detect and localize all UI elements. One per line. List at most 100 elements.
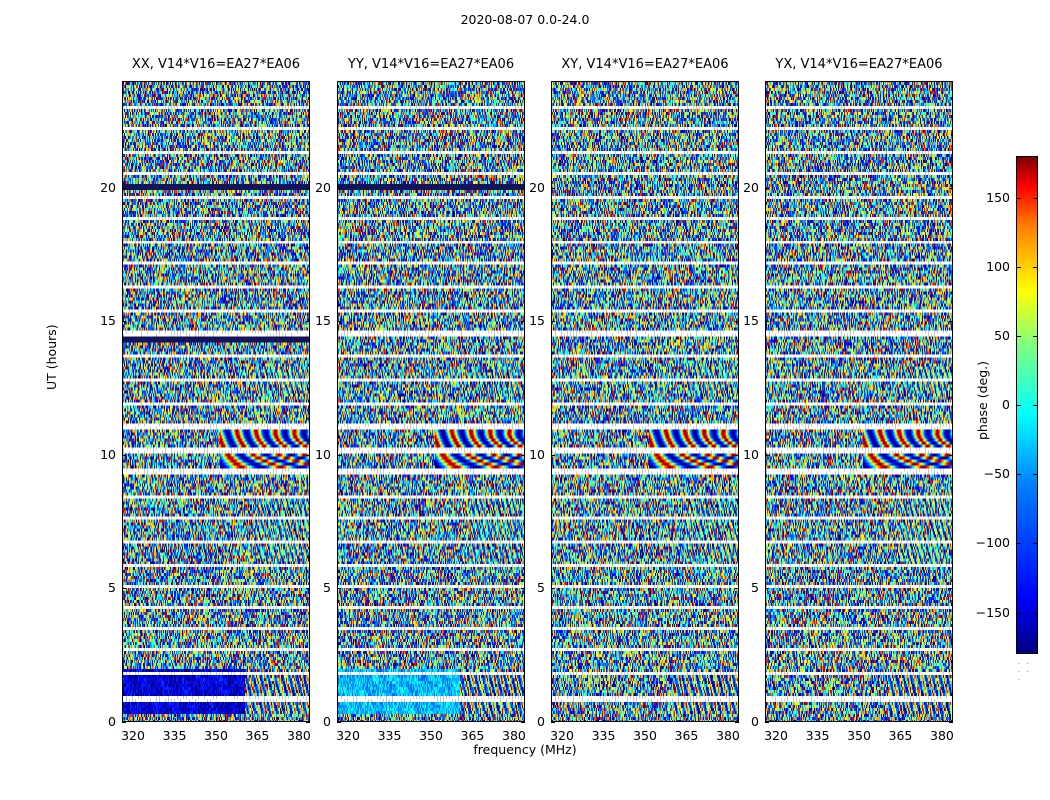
y-tick-mark — [765, 188, 769, 189]
y-tick-mark-right — [735, 455, 739, 456]
x-tick-mark-top — [859, 81, 860, 85]
x-tick-mark — [776, 718, 777, 722]
y-tick-label: 0 — [751, 714, 759, 729]
x-tick-label: 380 — [287, 728, 311, 743]
y-tick-label: 20 — [743, 179, 759, 195]
y-tick-mark-right — [735, 588, 739, 589]
y-tick-mark-right — [949, 188, 953, 189]
y-tick-label: 0 — [108, 714, 116, 729]
x-tick-label: 350 — [633, 728, 657, 743]
heatmap-canvas-yy — [338, 82, 524, 721]
x-tick-mark-top — [133, 81, 134, 85]
y-tick-mark — [122, 588, 126, 589]
x-tick-mark — [175, 718, 176, 722]
x-tick-mark-top — [562, 81, 563, 85]
y-tick-mark — [337, 722, 341, 723]
x-tick-mark — [216, 718, 217, 722]
x-tick-mark — [431, 718, 432, 722]
x-tick-mark — [686, 718, 687, 722]
x-tick-mark-top — [175, 81, 176, 85]
x-tick-mark-top — [604, 81, 605, 85]
heatmap-canvas-xx — [123, 82, 309, 721]
y-tick-mark-right — [521, 722, 525, 723]
x-tick-mark — [859, 718, 860, 722]
heatmap-panel-xy[interactable] — [551, 81, 739, 722]
x-tick-mark-top — [900, 81, 901, 85]
x-tick-mark — [257, 718, 258, 722]
x-tick-mark-top — [645, 81, 646, 85]
x-tick-mark-top — [216, 81, 217, 85]
colorbar-tick-label: −100 — [975, 535, 1010, 551]
x-tick-label: 320 — [121, 728, 145, 743]
x-tick-label: 335 — [805, 728, 830, 743]
y-tick-label: 5 — [751, 580, 759, 596]
x-tick-mark — [348, 718, 349, 722]
y-tick-label: 5 — [323, 580, 331, 596]
colorbar-tick-mark-right — [1033, 267, 1038, 268]
y-tick-mark — [337, 188, 341, 189]
x-tick-label: 335 — [377, 728, 402, 743]
y-axis-label: UT (hours) — [44, 324, 59, 390]
y-tick-label: 0 — [323, 714, 331, 729]
x-tick-mark-top — [390, 81, 391, 85]
y-tick-mark — [551, 188, 555, 189]
colorbar-tick-label: 100 — [986, 258, 1010, 274]
colorbar-tick-label: −150 — [975, 604, 1010, 620]
x-tick-label: 365 — [245, 728, 270, 743]
x-tick-mark — [390, 718, 391, 722]
panel-title-yy: YY, V14*V16=EA27*EA06 — [347, 57, 515, 72]
colorbar-tick-mark — [1016, 543, 1021, 544]
x-tick-label: 320 — [550, 728, 574, 743]
x-tick-mark-top — [942, 81, 943, 85]
y-tick-mark-right — [306, 588, 310, 589]
x-tick-label: 380 — [716, 728, 740, 743]
colorbar-underflow-marker: · · · · · — [1018, 660, 1031, 684]
y-tick-mark — [122, 188, 126, 189]
panel-title-xy: XY, V14*V16=EA27*EA06 — [561, 57, 729, 72]
heatmap-canvas-xy — [552, 82, 738, 721]
x-tick-mark — [472, 718, 473, 722]
y-tick-label: 20 — [529, 179, 545, 195]
x-tick-mark-top — [431, 81, 432, 85]
y-tick-label: 5 — [537, 580, 545, 596]
x-tick-mark — [728, 718, 729, 722]
y-tick-mark — [765, 321, 769, 322]
x-tick-mark-top — [299, 81, 300, 85]
figure-title: 2020-08-07 0.0-24.0 — [460, 12, 590, 27]
x-tick-label: 320 — [764, 728, 788, 743]
y-tick-mark-right — [306, 321, 310, 322]
y-tick-label: 20 — [315, 179, 331, 195]
panel-title-yx: YX, V14*V16=EA27*EA06 — [775, 57, 943, 72]
heatmap-panel-xx[interactable] — [122, 81, 310, 722]
x-tick-mark — [645, 718, 646, 722]
y-tick-mark-right — [306, 455, 310, 456]
x-tick-label: 335 — [591, 728, 616, 743]
colorbar-tick-mark — [1016, 198, 1021, 199]
y-tick-mark — [551, 455, 555, 456]
y-tick-label: 10 — [743, 446, 759, 462]
colorbar-tick-mark — [1016, 474, 1021, 475]
y-tick-mark — [551, 588, 555, 589]
colorbar-tick-mark-right — [1033, 336, 1038, 337]
colorbar-tick-mark-right — [1033, 613, 1038, 614]
x-tick-mark — [818, 718, 819, 722]
heatmap-panel-yy[interactable] — [337, 81, 525, 722]
heatmap-panel-yx[interactable] — [765, 81, 953, 722]
x-tick-label: 380 — [930, 728, 954, 743]
x-tick-label: 320 — [336, 728, 360, 743]
x-tick-label: 350 — [847, 728, 871, 743]
colorbar-tick-mark — [1016, 336, 1021, 337]
y-tick-mark-right — [735, 188, 739, 189]
x-tick-mark — [562, 718, 563, 722]
colorbar-tick-mark — [1016, 613, 1021, 614]
x-tick-label: 365 — [888, 728, 913, 743]
colorbar-tick-mark — [1016, 405, 1021, 406]
x-tick-label: 350 — [419, 728, 443, 743]
x-tick-mark-top — [728, 81, 729, 85]
y-tick-mark — [122, 321, 126, 322]
x-tick-mark — [604, 718, 605, 722]
x-tick-mark-top — [257, 81, 258, 85]
colorbar-tick-mark-right — [1033, 474, 1038, 475]
y-tick-label: 15 — [743, 313, 759, 329]
x-tick-mark-top — [348, 81, 349, 85]
